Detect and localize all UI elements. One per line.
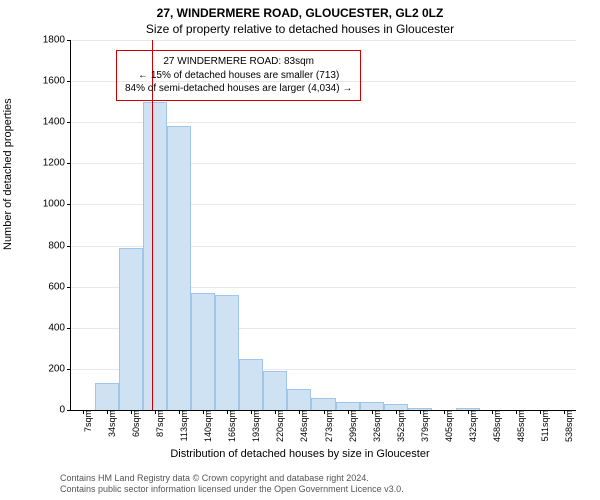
xtick-label: 326sqm bbox=[370, 410, 382, 442]
histogram-bar bbox=[287, 389, 311, 410]
histogram-bar bbox=[143, 102, 167, 410]
xtick-label: 273sqm bbox=[322, 410, 334, 442]
chart-plot-area: 0200400600800100012001400160018007sqm34s… bbox=[70, 40, 576, 411]
xtick-label: 140sqm bbox=[201, 410, 213, 442]
xtick-label: 432sqm bbox=[466, 410, 478, 442]
xtick-label: 60sqm bbox=[129, 410, 141, 437]
xtick-label: 87sqm bbox=[153, 410, 165, 437]
ytick-label: 600 bbox=[48, 281, 71, 292]
xtick-label: 113sqm bbox=[177, 410, 189, 441]
ytick-label: 1400 bbox=[43, 117, 71, 128]
xtick-label: 220sqm bbox=[273, 410, 285, 442]
histogram-bar bbox=[191, 293, 215, 410]
annotation-line: 84% of semi-detached houses are larger (… bbox=[125, 82, 352, 96]
chart-subtitle: Size of property relative to detached ho… bbox=[0, 22, 600, 36]
ytick-label: 200 bbox=[48, 363, 71, 374]
xtick-label: 34sqm bbox=[105, 410, 117, 437]
xtick-label: 299sqm bbox=[346, 410, 358, 442]
histogram-bar bbox=[239, 359, 263, 410]
ytick-label: 1200 bbox=[43, 158, 71, 169]
annotation-line: ← 15% of detached houses are smaller (71… bbox=[125, 69, 352, 83]
histogram-bar bbox=[408, 408, 432, 410]
xtick-label: 458sqm bbox=[490, 410, 502, 442]
y-axis-label: Number of detached properties bbox=[2, 98, 14, 250]
ytick-label: 1800 bbox=[43, 35, 71, 46]
annotation-line: 27 WINDERMERE ROAD: 83sqm bbox=[125, 55, 352, 69]
histogram-bar bbox=[384, 404, 408, 410]
address-title: 27, WINDERMERE ROAD, GLOUCESTER, GL2 0LZ bbox=[0, 6, 600, 20]
ytick-label: 400 bbox=[48, 322, 71, 333]
histogram-bar bbox=[311, 398, 335, 410]
histogram-bar bbox=[119, 248, 143, 410]
xtick-label: 352sqm bbox=[394, 410, 406, 442]
xtick-label: 379sqm bbox=[418, 410, 430, 442]
xtick-label: 405sqm bbox=[442, 410, 454, 442]
xtick-label: 246sqm bbox=[297, 410, 309, 442]
xtick-label: 538sqm bbox=[562, 410, 574, 442]
ytick-label: 1000 bbox=[43, 199, 71, 210]
histogram-bar bbox=[263, 371, 287, 410]
histogram-bar bbox=[360, 402, 384, 410]
attribution-line1: Contains HM Land Registry data © Crown c… bbox=[60, 473, 404, 485]
histogram-bar bbox=[167, 126, 191, 410]
ytick-label: 0 bbox=[59, 405, 71, 416]
histogram-bar bbox=[215, 295, 239, 410]
gridline bbox=[71, 40, 576, 41]
histogram-bar bbox=[456, 408, 480, 410]
histogram-bar bbox=[95, 383, 119, 410]
x-axis-label: Distribution of detached houses by size … bbox=[0, 448, 600, 460]
ytick-label: 1600 bbox=[43, 76, 71, 87]
annotation-box: 27 WINDERMERE ROAD: 83sqm← 15% of detach… bbox=[116, 50, 361, 101]
ytick-label: 800 bbox=[48, 240, 71, 251]
xtick-label: 166sqm bbox=[225, 410, 237, 442]
attribution-text: Contains HM Land Registry data © Crown c… bbox=[60, 473, 404, 496]
xtick-label: 485sqm bbox=[514, 410, 526, 442]
attribution-line2: Contains public sector information licen… bbox=[60, 484, 404, 496]
xtick-label: 193sqm bbox=[249, 410, 261, 442]
xtick-label: 511sqm bbox=[538, 410, 550, 441]
histogram-bar bbox=[336, 402, 360, 410]
xtick-label: 7sqm bbox=[81, 410, 93, 432]
